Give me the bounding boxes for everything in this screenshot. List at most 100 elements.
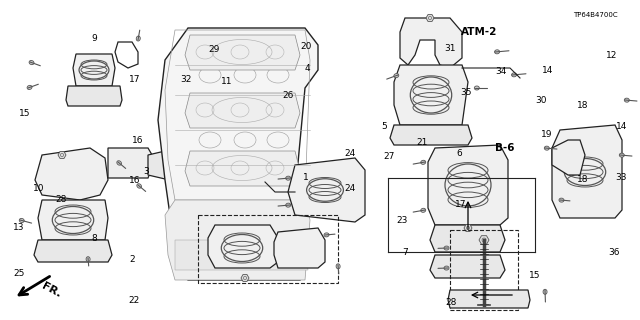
Text: 12: 12 <box>605 52 617 60</box>
Text: 28: 28 <box>445 298 457 307</box>
Polygon shape <box>428 145 508 225</box>
Polygon shape <box>58 152 66 158</box>
Ellipse shape <box>474 86 479 90</box>
Text: 33: 33 <box>615 173 627 182</box>
Text: 24: 24 <box>344 184 356 193</box>
Polygon shape <box>165 200 310 280</box>
Text: 9: 9 <box>92 34 97 43</box>
Polygon shape <box>288 158 365 222</box>
Ellipse shape <box>117 161 122 165</box>
Polygon shape <box>185 93 300 128</box>
Text: 14: 14 <box>541 66 553 75</box>
Text: FR.: FR. <box>40 281 63 299</box>
Text: 1: 1 <box>303 173 308 182</box>
Polygon shape <box>38 200 108 240</box>
Polygon shape <box>208 225 278 268</box>
Text: TP64B4700C: TP64B4700C <box>573 12 618 18</box>
Text: 30: 30 <box>535 96 547 105</box>
Polygon shape <box>73 54 115 86</box>
Ellipse shape <box>620 153 624 157</box>
Text: 17: 17 <box>455 200 467 209</box>
Text: B-6: B-6 <box>495 143 514 153</box>
Text: 27: 27 <box>383 152 395 161</box>
Polygon shape <box>158 28 318 280</box>
Text: 16: 16 <box>129 176 140 185</box>
Ellipse shape <box>27 85 32 90</box>
Text: 15: 15 <box>529 271 540 280</box>
Ellipse shape <box>324 233 329 237</box>
Ellipse shape <box>86 257 90 262</box>
Text: 4: 4 <box>305 64 310 73</box>
Polygon shape <box>66 86 122 106</box>
Polygon shape <box>241 275 249 282</box>
Ellipse shape <box>420 160 426 164</box>
Text: 8: 8 <box>92 234 97 243</box>
Polygon shape <box>390 125 472 145</box>
Text: 3: 3 <box>143 167 148 176</box>
Ellipse shape <box>137 184 141 188</box>
Text: 22: 22 <box>129 296 140 305</box>
Ellipse shape <box>29 60 34 65</box>
Ellipse shape <box>444 266 449 270</box>
Text: 18: 18 <box>577 101 588 110</box>
Text: 34: 34 <box>495 67 507 76</box>
Text: 35: 35 <box>460 88 472 97</box>
Polygon shape <box>479 236 489 244</box>
Text: 13: 13 <box>13 223 25 232</box>
Bar <box>198 215 338 283</box>
Polygon shape <box>34 240 112 262</box>
Ellipse shape <box>495 50 500 54</box>
Polygon shape <box>464 225 472 231</box>
Polygon shape <box>148 148 185 182</box>
Ellipse shape <box>544 146 549 150</box>
Text: 24: 24 <box>344 149 356 158</box>
Polygon shape <box>426 14 434 21</box>
Text: 10: 10 <box>33 184 44 193</box>
Text: 21: 21 <box>417 138 428 147</box>
Ellipse shape <box>336 264 340 269</box>
Ellipse shape <box>285 203 291 207</box>
Polygon shape <box>400 18 462 68</box>
Polygon shape <box>185 35 300 70</box>
Text: 23: 23 <box>396 216 408 225</box>
Text: 11: 11 <box>221 77 233 86</box>
Text: 15: 15 <box>19 109 30 118</box>
Polygon shape <box>448 290 530 308</box>
Polygon shape <box>394 65 468 125</box>
Text: 29: 29 <box>209 45 220 54</box>
Text: 14: 14 <box>616 122 628 131</box>
Bar <box>450 230 518 310</box>
Text: 31: 31 <box>444 44 456 53</box>
Polygon shape <box>430 225 505 252</box>
Ellipse shape <box>559 198 564 202</box>
Ellipse shape <box>394 74 399 78</box>
Text: 26: 26 <box>282 91 294 100</box>
Polygon shape <box>430 255 505 278</box>
Text: ATM-2: ATM-2 <box>461 27 497 37</box>
Ellipse shape <box>19 219 24 222</box>
Ellipse shape <box>444 246 449 250</box>
Text: 5: 5 <box>381 122 387 131</box>
Polygon shape <box>108 148 155 178</box>
Ellipse shape <box>136 36 140 41</box>
Polygon shape <box>35 148 108 200</box>
Ellipse shape <box>420 208 426 212</box>
Ellipse shape <box>543 289 547 294</box>
Text: 17: 17 <box>129 76 140 84</box>
Ellipse shape <box>511 73 516 77</box>
Text: 18: 18 <box>577 175 588 184</box>
Polygon shape <box>175 240 308 270</box>
Text: 19: 19 <box>541 130 553 139</box>
Ellipse shape <box>285 176 291 180</box>
Ellipse shape <box>624 98 629 102</box>
Text: 28: 28 <box>56 196 67 204</box>
Text: 16: 16 <box>132 136 143 145</box>
Text: 6: 6 <box>457 149 462 158</box>
Polygon shape <box>552 140 585 175</box>
Text: 36: 36 <box>609 248 620 257</box>
Text: 7: 7 <box>403 248 408 257</box>
Polygon shape <box>274 228 325 268</box>
Text: 20: 20 <box>300 42 312 51</box>
Text: 32: 32 <box>180 75 191 84</box>
Text: 25: 25 <box>13 269 25 278</box>
